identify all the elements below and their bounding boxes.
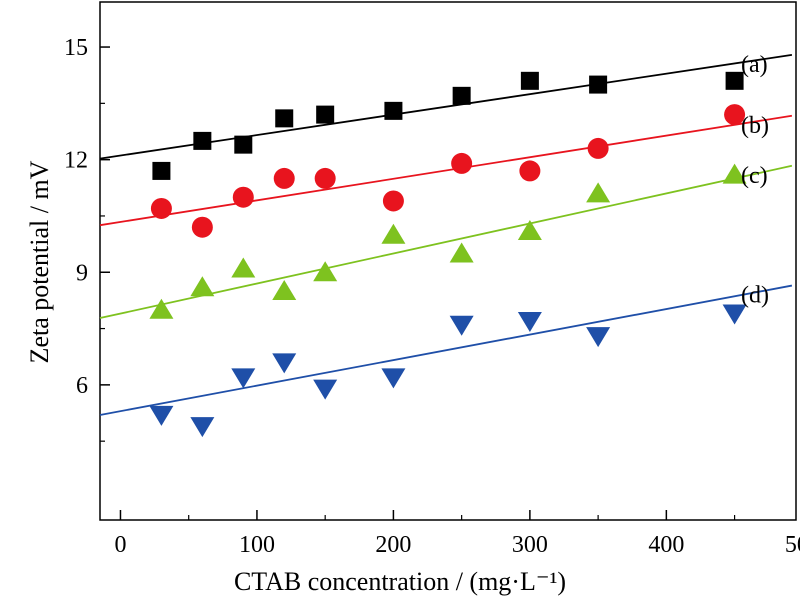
data-point-circle bbox=[232, 186, 254, 208]
data-point-circle bbox=[519, 160, 541, 182]
x-tick-label: 0 bbox=[114, 532, 126, 558]
data-point-triangle-up bbox=[272, 280, 297, 301]
series-label-3: (c) bbox=[741, 163, 768, 189]
y-tick-label: 12 bbox=[64, 148, 88, 174]
series-label-2: (b) bbox=[741, 113, 769, 139]
data-point-triangle-down bbox=[190, 417, 215, 438]
tick-labels: 0 100 200 300 400 500 6 9 12 15 bbox=[64, 35, 800, 558]
data-point-circle bbox=[191, 216, 213, 238]
data-point-circle bbox=[382, 190, 404, 212]
data-point-triangle-down bbox=[517, 312, 542, 333]
x-tick-label: 100 bbox=[239, 532, 275, 558]
fit-lines bbox=[99, 53, 793, 416]
data-point-circle bbox=[273, 167, 295, 189]
y-axis-title: Zeta potential / mV bbox=[25, 160, 54, 363]
data-point-triangle-up bbox=[149, 298, 174, 319]
data-point-triangle-down bbox=[586, 327, 611, 348]
data-point-triangle-up bbox=[381, 223, 406, 244]
plot-frame bbox=[99, 1, 797, 521]
data-point-triangle-up bbox=[586, 182, 611, 203]
data-point-triangle-up bbox=[231, 257, 256, 278]
x-axis-title: CTAB concentration / (mg·L⁻¹) bbox=[234, 567, 566, 596]
series-labels: (a) (b) (c) (d) bbox=[741, 52, 769, 309]
series-label-1: (a) bbox=[741, 52, 768, 78]
data-point-triangle-down bbox=[149, 405, 174, 426]
data-point-circle bbox=[314, 167, 336, 189]
data-point-square bbox=[193, 131, 212, 150]
y-tick-label: 6 bbox=[76, 373, 88, 399]
data-point-square bbox=[316, 105, 335, 124]
data-point-triangle-down bbox=[231, 368, 256, 389]
x-tick-label: 400 bbox=[648, 532, 684, 558]
y-tick-label: 9 bbox=[76, 260, 88, 286]
x-tick-label: 500 bbox=[785, 532, 800, 558]
data-point-triangle-up bbox=[190, 276, 215, 297]
data-point-square bbox=[589, 75, 608, 94]
data-point-square bbox=[234, 135, 253, 154]
data-point-square bbox=[725, 71, 744, 90]
fit-line-4 bbox=[99, 284, 793, 416]
fit-line-2 bbox=[99, 114, 793, 227]
data-point-square bbox=[275, 109, 294, 128]
data-point-triangle-down bbox=[449, 315, 474, 336]
fit-line-1 bbox=[99, 53, 793, 160]
data-point-square bbox=[152, 161, 171, 180]
data-point-triangle-up bbox=[722, 163, 747, 184]
data-point-circle bbox=[724, 104, 746, 126]
data-point-triangle-down bbox=[381, 368, 406, 389]
data-point-circle bbox=[150, 197, 172, 219]
data-point-triangle-up bbox=[313, 261, 338, 282]
data-point-triangle-up bbox=[449, 242, 474, 263]
axis-ticks bbox=[100, 46, 736, 520]
data-point-circle bbox=[451, 152, 473, 174]
data-point-triangle-down bbox=[722, 304, 747, 325]
fit-line-3 bbox=[99, 164, 793, 319]
y-tick-label: 15 bbox=[64, 35, 88, 61]
x-tick-label: 300 bbox=[512, 532, 548, 558]
data-point-triangle-up bbox=[517, 219, 542, 240]
data-point-square bbox=[452, 86, 471, 105]
data-point-triangle-down bbox=[272, 353, 297, 374]
data-markers bbox=[149, 71, 747, 438]
series-label-4: (d) bbox=[741, 283, 769, 309]
data-point-triangle-down bbox=[313, 379, 338, 400]
data-point-square bbox=[520, 71, 539, 90]
x-tick-label: 200 bbox=[375, 532, 411, 558]
data-point-square bbox=[384, 101, 403, 120]
data-point-circle bbox=[587, 137, 609, 159]
